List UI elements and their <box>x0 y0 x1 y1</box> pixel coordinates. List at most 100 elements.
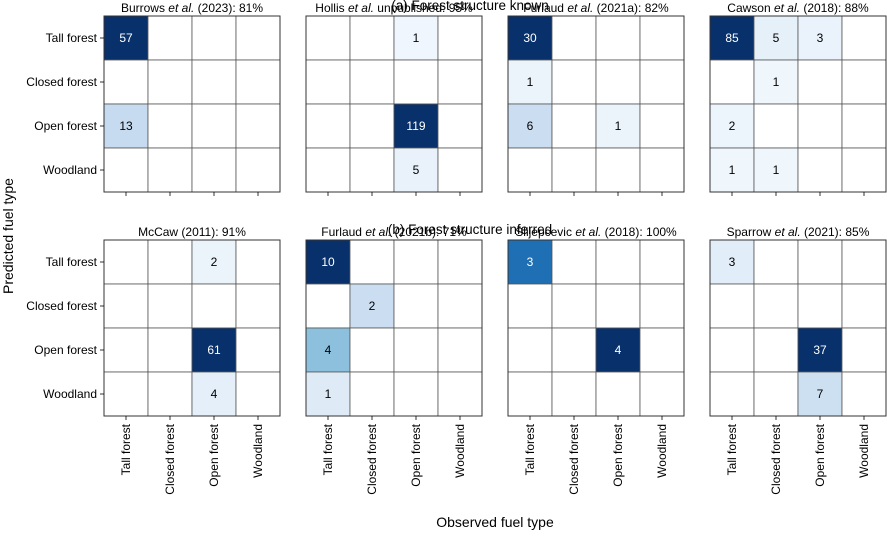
heatmap-cell <box>306 16 350 60</box>
cell-value-label: 10 <box>321 255 335 269</box>
heatmap-cell <box>754 372 798 416</box>
heatmap-cell <box>438 328 482 372</box>
heatmap-cell <box>552 372 596 416</box>
heatmap-cell <box>640 284 684 328</box>
panel-1-2: Slijepcevic et al. (2018): 100% 3 4 Tall fo… <box>508 225 684 495</box>
cell-value-label: 119 <box>406 119 425 133</box>
heatmap-cell <box>754 328 798 372</box>
heatmap-cell <box>596 372 640 416</box>
heatmap-cell <box>754 284 798 328</box>
heatmap-cell <box>236 16 280 60</box>
cell-value-label: 1 <box>773 163 780 177</box>
panel-1-1: Furlaud et al. (2021b): 71% 10 2 4 1 Tall for… <box>306 225 482 495</box>
cell-value-label: 3 <box>527 255 534 269</box>
cell-value-label: 4 <box>325 343 332 357</box>
cell-value-label: 3 <box>817 31 824 45</box>
heatmap-cell <box>148 16 192 60</box>
panel-1-0: McCaw (2011): 91%2614Tall forestClosed f… <box>26 225 280 495</box>
heatmap-cell <box>552 16 596 60</box>
panel-0-0: Burrows et al. (2023): 81%5713Tall fores… <box>26 1 280 196</box>
heatmap-cell <box>236 148 280 192</box>
heatmap-cell <box>192 16 236 60</box>
confusion-matrix-figure: (a) Forest structure known (b) Forest st… <box>0 0 887 533</box>
cell-value-label: 1 <box>527 75 534 89</box>
heatmap-cell <box>798 104 842 148</box>
heatmap-cell <box>842 16 886 60</box>
cell-value-label: 2 <box>211 255 218 269</box>
heatmap-cell <box>350 328 394 372</box>
heatmap-cell <box>148 240 192 284</box>
panel-0-3: Cawson et al. (2018): 88% 85 5 3 1 2 1 1 <box>710 1 886 196</box>
heatmap-cell <box>192 148 236 192</box>
cell-value-label: 5 <box>413 163 420 177</box>
x-tick-label: Open forest <box>207 423 221 486</box>
heatmap-cell <box>508 284 552 328</box>
heatmap-cell <box>596 240 640 284</box>
heatmap-cell <box>842 104 886 148</box>
x-tick-label: Open forest <box>813 423 827 486</box>
heatmap-cell <box>350 148 394 192</box>
heatmap-cell <box>104 284 148 328</box>
x-tick-label: Closed forest <box>163 423 177 494</box>
y-tick-label: Closed forest <box>26 75 97 89</box>
heatmap-cell <box>438 16 482 60</box>
heatmap-cell <box>842 372 886 416</box>
heatmap-cell <box>552 284 596 328</box>
heatmap-cell <box>192 104 236 148</box>
heatmap-cell <box>754 240 798 284</box>
panel-title: Furlaud et al. (2021b): 71% <box>321 225 467 239</box>
heatmap-cell <box>842 328 886 372</box>
heatmap-cell <box>710 60 754 104</box>
cell-value-label: 2 <box>729 119 736 133</box>
heatmap-cell <box>394 60 438 104</box>
heatmap-cell <box>350 372 394 416</box>
heatmap-cell <box>192 284 236 328</box>
heatmap-cell <box>842 60 886 104</box>
heatmap-cell <box>394 284 438 328</box>
panel-title: Hollis et al. unpublished: 95% <box>315 1 473 15</box>
heatmap-cell <box>394 240 438 284</box>
heatmap-cell <box>104 148 148 192</box>
heatmap-cell <box>552 240 596 284</box>
heatmap-cell <box>640 372 684 416</box>
heatmap-cell <box>710 372 754 416</box>
heatmap-cell <box>148 284 192 328</box>
y-tick-label: Closed forest <box>26 299 97 313</box>
y-tick-label: Woodland <box>43 387 97 401</box>
heatmap-cell <box>148 104 192 148</box>
heatmap-cell <box>640 16 684 60</box>
heatmap-cell <box>842 284 886 328</box>
y-tick-label: Open forest <box>34 343 97 357</box>
cell-value-label: 85 <box>725 31 739 45</box>
cell-value-label: 37 <box>813 343 827 357</box>
cell-value-label: 1 <box>325 387 332 401</box>
x-tick-label: Closed forest <box>567 423 581 494</box>
heatmap-cell <box>798 60 842 104</box>
heatmap-cell <box>438 104 482 148</box>
x-tick-label: Woodland <box>655 424 669 478</box>
panel-title: Cawson et al. (2018): 88% <box>727 1 869 15</box>
x-axis-label: Observed fuel type <box>436 514 554 530</box>
heatmap-cell <box>438 148 482 192</box>
heatmap-cell <box>306 284 350 328</box>
panel-0-1: Hollis et al. unpublished: 95%11195 <box>306 1 482 196</box>
heatmap-cell <box>842 148 886 192</box>
x-tick-label: Tall forest <box>321 423 335 475</box>
heatmap-cell <box>438 240 482 284</box>
heatmap-cell <box>104 328 148 372</box>
heatmap-cell <box>508 148 552 192</box>
heatmap-cell <box>394 328 438 372</box>
heatmap-cell <box>438 372 482 416</box>
panel-0-2: Furlaud et al. (2021a): 82%3016 1 <box>508 1 684 196</box>
cell-value-label: 5 <box>773 31 780 45</box>
heatmap-cell <box>394 372 438 416</box>
x-tick-label: Tall forest <box>725 423 739 475</box>
heatmap-cell <box>552 328 596 372</box>
heatmap-cell <box>148 60 192 104</box>
heatmap-cell <box>236 60 280 104</box>
heatmap-cell <box>148 328 192 372</box>
x-tick-label: Open forest <box>611 423 625 486</box>
heatmap-cell <box>148 372 192 416</box>
heatmap-cell <box>798 240 842 284</box>
cell-value-label: 7 <box>817 387 824 401</box>
